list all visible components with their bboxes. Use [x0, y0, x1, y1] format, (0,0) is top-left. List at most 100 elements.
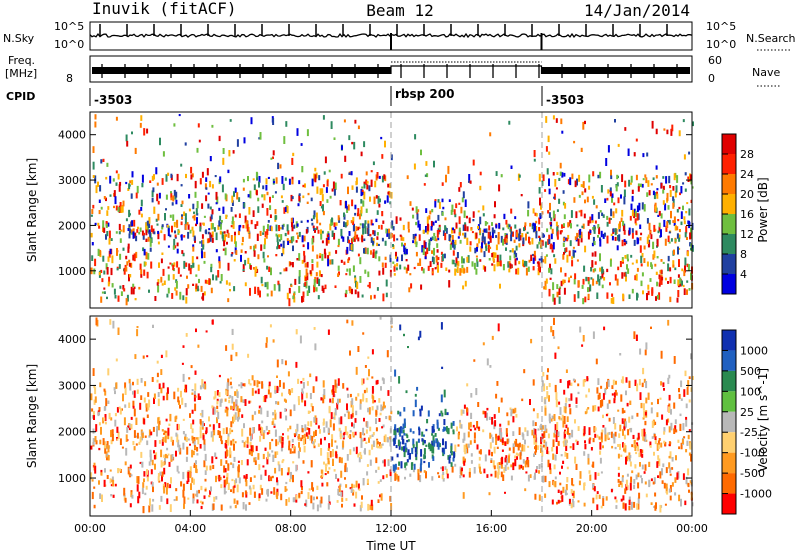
heatmap-cell: [220, 484, 223, 489]
heatmap-cell: [654, 492, 657, 497]
heatmap-cell: [407, 228, 410, 233]
heatmap-cell: [377, 195, 380, 204]
heatmap-cell: [554, 454, 557, 461]
heatmap-cell: [649, 278, 652, 282]
heatmap-cell: [393, 429, 396, 436]
heatmap-cell: [151, 459, 154, 466]
heatmap-cell: [192, 450, 195, 456]
heatmap-cell: [127, 246, 130, 253]
heatmap-cell: [118, 406, 121, 410]
heatmap-cell: [158, 383, 161, 390]
heatmap-cell: [254, 390, 257, 394]
heatmap-cell: [210, 214, 213, 220]
heatmap-cell: [234, 505, 237, 509]
heatmap-cell: [385, 228, 388, 234]
heatmap-cell: [118, 264, 121, 269]
heatmap-cell: [160, 369, 163, 375]
heatmap-cell: [295, 464, 298, 472]
heatmap-cell: [495, 393, 498, 399]
heatmap-cell: [322, 418, 325, 425]
heatmap-cell: [399, 217, 402, 221]
heatmap-cell: [510, 165, 513, 169]
heatmap-cell: [474, 427, 477, 431]
heatmap-cell: [669, 441, 672, 445]
heatmap-cell: [361, 189, 364, 194]
heatmap-cell: [489, 246, 492, 249]
heatmap-cell: [225, 214, 228, 219]
heatmap-cell: [283, 268, 286, 272]
heatmap-cell: [351, 288, 353, 295]
heatmap-cell: [592, 278, 595, 286]
heatmap-cell: [283, 136, 286, 144]
heatmap-cell: [364, 220, 367, 225]
heatmap-cell: [597, 224, 600, 229]
heatmap-cell: [235, 352, 238, 357]
heatmap-cell: [454, 463, 457, 467]
heatmap-cell: [205, 427, 208, 433]
heatmap-cell: [396, 256, 399, 262]
heatmap-cell: [195, 460, 197, 465]
heatmap-cell: [491, 222, 493, 226]
heatmap-cell: [262, 396, 265, 402]
heatmap-cell: [128, 274, 130, 282]
heatmap-cell: [531, 237, 534, 245]
heatmap-cell: [376, 405, 379, 410]
heatmap-cell: [279, 272, 282, 275]
heatmap-cell: [362, 427, 365, 436]
heatmap-cell: [636, 267, 639, 272]
heatmap-cell: [391, 456, 394, 461]
heatmap-cell: [278, 225, 281, 232]
heatmap-cell: [92, 175, 95, 178]
heatmap-cell: [587, 407, 590, 410]
heatmap-cell: [462, 492, 465, 499]
heatmap-cell: [177, 471, 180, 474]
heatmap-cell: [287, 428, 290, 432]
heatmap-cell: [367, 223, 370, 229]
heatmap-cell: [490, 434, 493, 438]
heatmap-cell: [680, 398, 683, 401]
heatmap-cell: [275, 224, 278, 232]
heatmap-cell: [100, 159, 103, 164]
heatmap-cell: [538, 494, 541, 501]
heatmap-cell: [549, 202, 551, 211]
heatmap-cell: [579, 326, 582, 333]
heatmap-cell: [322, 422, 325, 426]
heatmap-cell: [462, 224, 465, 231]
heatmap-cell: [160, 387, 163, 394]
heatmap-cell: [213, 496, 216, 502]
heatmap-cell: [265, 337, 268, 343]
heatmap-cell: [274, 467, 277, 474]
heatmap-cell: [281, 176, 284, 184]
heatmap-cell: [428, 239, 431, 246]
heatmap-cell: [308, 428, 311, 435]
heatmap-cell: [289, 471, 292, 478]
heatmap-cell: [118, 223, 121, 231]
heatmap-cell: [612, 379, 615, 386]
heatmap-cell: [283, 207, 286, 214]
heatmap-cell: [617, 409, 620, 412]
heatmap-cell: [310, 420, 313, 427]
heatmap-cell: [335, 222, 338, 226]
heatmap-cell: [397, 410, 400, 415]
heatmap-cell: [348, 239, 351, 244]
heatmap-cell: [237, 410, 240, 419]
heatmap-cell: [378, 203, 381, 208]
heatmap-cell: [578, 480, 581, 486]
heatmap-cell: [508, 453, 511, 457]
heatmap-cell: [497, 237, 500, 245]
heatmap-cell: [199, 222, 202, 230]
heatmap-cell: [630, 501, 633, 510]
heatmap-cell: [542, 174, 545, 182]
heatmap-cell: [209, 490, 212, 495]
heatmap-cell: [310, 218, 313, 222]
heatmap-cell: [201, 234, 204, 239]
heatmap-cell: [606, 403, 609, 409]
heatmap-cell: [102, 438, 105, 446]
heatmap-cell: [212, 503, 215, 510]
heatmap-cell: [412, 240, 415, 244]
heatmap-cell: [358, 213, 361, 220]
heatmap-cell: [320, 274, 323, 278]
heatmap-cell: [383, 459, 386, 467]
heatmap-cell: [405, 267, 408, 274]
heatmap-cell: [341, 497, 344, 502]
